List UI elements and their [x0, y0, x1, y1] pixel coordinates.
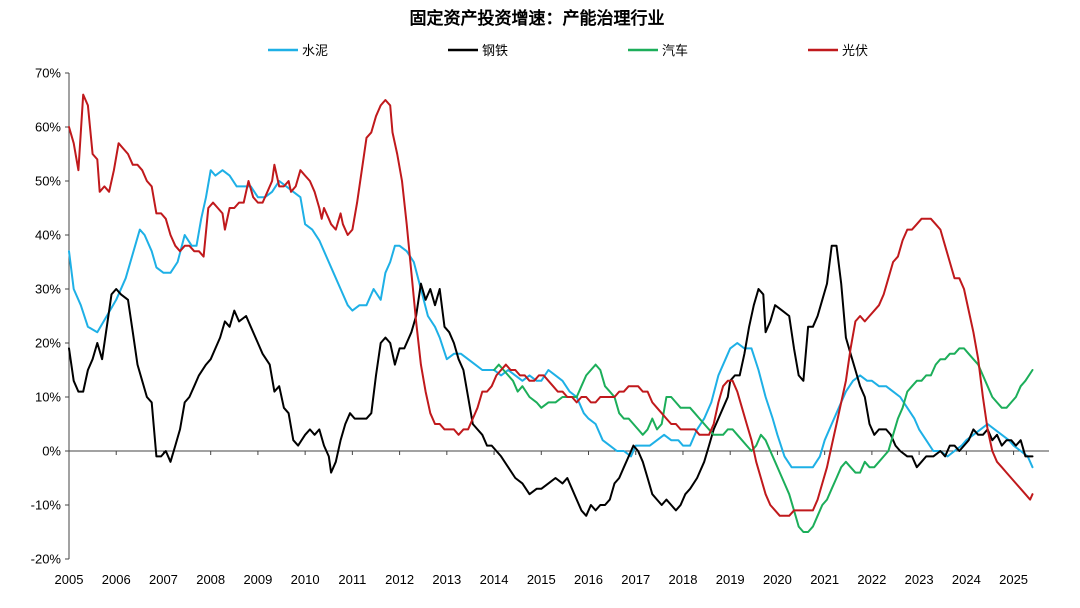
legend: 水泥 钢铁 汽车 光伏 [268, 43, 868, 59]
chart-title: 固定资产投资增速：产能治理行业 [410, 8, 665, 29]
legend-label: 汽车 [662, 43, 688, 59]
y-tick-label: 0% [42, 444, 61, 459]
y-tick-label: 70% [35, 66, 61, 81]
series-line-3 [68, 93, 1034, 517]
x-tick-label: 2012 [385, 572, 414, 587]
y-axis: -20% -10% 0% 10% 20% 30% 40% 50% 60% 70% [31, 66, 70, 567]
y-tick-label: 10% [35, 390, 61, 405]
x-tick-label: 2006 [102, 572, 131, 587]
legend-label: 光伏 [842, 44, 868, 59]
y-tick-label: 50% [35, 174, 61, 189]
x-tick-label: 2015 [527, 572, 556, 587]
x-tick-label: 2005 [55, 572, 84, 587]
y-tick-label: -10% [31, 498, 62, 513]
x-tick-label: 2011 [338, 572, 366, 587]
series-line-0 [68, 169, 1034, 469]
x-tick-label: 2022 [857, 572, 886, 587]
series-line-2 [493, 347, 1034, 533]
legend-label: 水泥 [302, 44, 328, 59]
x-tick-label: 2020 [763, 572, 792, 587]
x-tick-label: 2021 [810, 572, 839, 587]
x-tick-label: 2008 [196, 572, 225, 587]
x-tick-label: 2014 [480, 572, 509, 587]
x-tick-label: 2018 [669, 572, 698, 587]
legend-label: 钢铁 [482, 44, 508, 59]
x-tick-label: 2013 [432, 572, 461, 587]
x-tick-label: 2024 [952, 572, 981, 587]
y-tick-label: 40% [35, 228, 61, 243]
x-tick-label: 2019 [716, 572, 745, 587]
y-tick-label: 30% [35, 282, 61, 297]
x-tick-label: 2010 [291, 572, 320, 587]
series-line-1 [68, 244, 1034, 517]
x-tick-label: 2016 [574, 572, 603, 587]
x-tick-label: 2017 [621, 572, 650, 587]
y-tick-label: 60% [35, 120, 61, 135]
x-axis: 2005 2006 2007 2008 2009 2010 2011 2012 2013 2014… [55, 450, 1049, 587]
x-tick-label: 2025 [999, 572, 1028, 587]
series-group [68, 93, 1034, 533]
y-tick-label: 20% [35, 336, 61, 351]
x-tick-label: 2023 [905, 572, 934, 587]
y-tick-label: -20% [31, 552, 62, 567]
x-tick-label: 2009 [243, 572, 272, 587]
x-tick-label: 2007 [149, 572, 178, 587]
